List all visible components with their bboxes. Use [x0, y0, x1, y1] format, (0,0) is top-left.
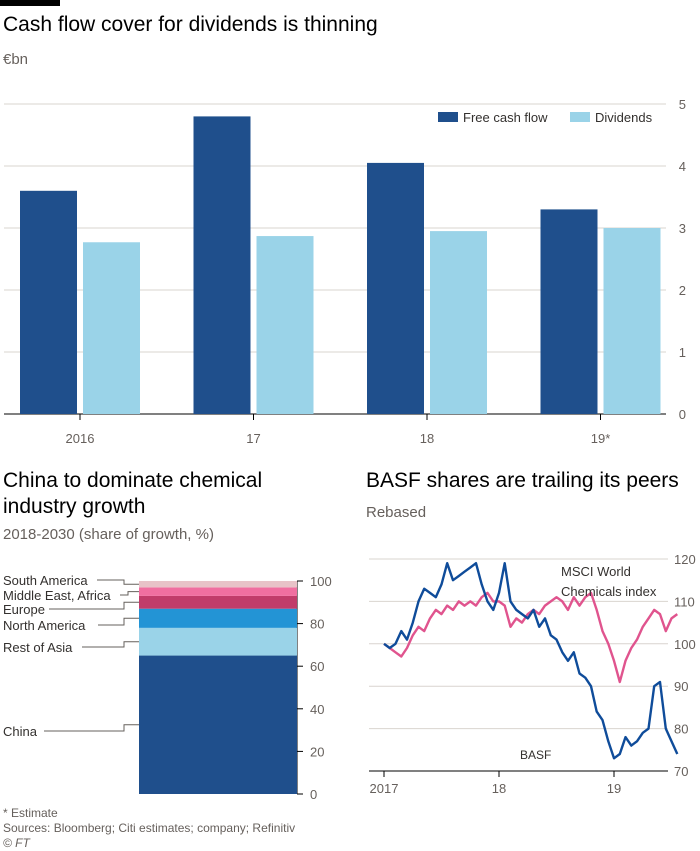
y-tick-label: 120	[674, 552, 696, 567]
series-label-basf: BASF	[520, 748, 551, 762]
bar-dividends	[256, 236, 314, 414]
segment-leader-line	[120, 591, 139, 596]
x-tick-label: 17	[246, 431, 260, 446]
bar-dividends	[603, 228, 661, 414]
segment-middle-east-africa	[139, 587, 297, 596]
chart1-title: Cash flow cover for dividends is thinnin…	[3, 13, 378, 36]
y-tick-label: 0	[679, 407, 686, 422]
segment-label: South America	[3, 573, 88, 588]
series-line-msci-world-chemicals-index	[383, 591, 679, 684]
y-tick-label: 0	[310, 787, 317, 802]
segment-europe	[139, 595, 297, 609]
chart2-title-line2: industry growth	[3, 495, 146, 518]
x-tick-label: 19*	[591, 431, 611, 446]
bar-free-cash-flow	[20, 190, 77, 414]
footer: * Estimate Sources: Bloomberg; Citi esti…	[3, 806, 295, 851]
segment-leader-line	[82, 641, 139, 648]
bar-chart-cash-flow: 0 1 2 3 4 5 2016 17 18 19* Free cash flow Dividends	[4, 97, 686, 446]
legend-label: Dividends	[595, 110, 653, 125]
x-tick-label: 2016	[66, 431, 95, 446]
chart2-subtitle: 2018-2030 (share of growth, %)	[3, 526, 214, 543]
stacked-bar-chemical-growth: 0 20 40 60 80 100 China Rest of Asia North Ameri…	[3, 573, 332, 802]
legend-swatch	[438, 112, 458, 122]
y-tick-label: 110	[674, 594, 695, 609]
y-tick-label: 100	[674, 637, 696, 652]
chart1-unit: €bn	[3, 51, 29, 68]
y-tick-label: 2	[679, 283, 686, 298]
segment-south-america	[139, 581, 297, 588]
y-tick-label: 60	[310, 659, 324, 674]
bar-dividends	[83, 242, 140, 414]
legend-swatch	[570, 112, 590, 122]
y-tick-label: 3	[679, 221, 686, 236]
segment-leader-line	[97, 579, 139, 585]
bar-dividends	[430, 231, 487, 414]
segment-north-america	[139, 608, 297, 628]
chart3-subtitle: Rebased	[366, 504, 427, 521]
bar-free-cash-flow	[193, 116, 251, 415]
bar-free-cash-flow	[367, 162, 424, 414]
segment-rest-of-asia	[139, 627, 297, 656]
x-tick-label: 2017	[370, 781, 399, 796]
y-tick-label: 40	[310, 702, 324, 717]
segment-leader-line	[98, 617, 139, 626]
chart2-title: China to dominate chemical industry grow…	[3, 468, 262, 520]
y-tick-label: 70	[674, 764, 688, 779]
segment-label: North America	[3, 618, 86, 633]
y-tick-label: 20	[310, 744, 324, 759]
x-tick-label: 19	[607, 781, 621, 796]
segment-leader-line	[44, 724, 139, 732]
series-label-msci-line2: Chemicals index	[561, 584, 657, 599]
sources: Sources: Bloomberg; Citi estimates; comp…	[3, 821, 296, 835]
segment-label: Rest of Asia	[3, 640, 73, 655]
y-tick-label: 80	[310, 617, 324, 632]
segment-leader-line	[49, 601, 139, 610]
x-tick-label: 18	[420, 431, 434, 446]
x-tick-label: 18	[492, 781, 506, 796]
segment-label: Europe	[3, 602, 45, 617]
y-tick-label: 5	[679, 97, 686, 112]
y-tick-label: 90	[674, 679, 688, 694]
legend-label: Free cash flow	[463, 110, 548, 125]
y-tick-label: 1	[679, 345, 686, 360]
chart3-title: BASF shares are trailing its peers	[366, 469, 679, 492]
ft-header-bar	[0, 0, 60, 6]
ft-credit: © FT	[3, 836, 30, 850]
y-tick-label: 80	[674, 722, 688, 737]
footnote-estimate: * Estimate	[3, 806, 58, 820]
segment-label: Middle East, Africa	[3, 588, 111, 603]
chart2-title-line1: China to dominate chemical	[3, 469, 263, 492]
bar-free-cash-flow	[540, 209, 598, 414]
series-label-msci-line1: MSCI World	[561, 564, 631, 579]
y-tick-label: 4	[679, 159, 686, 174]
segment-label: China	[3, 724, 38, 739]
y-tick-label: 100	[310, 574, 332, 589]
series-line-basf	[383, 562, 679, 760]
segment-china	[139, 655, 297, 794]
